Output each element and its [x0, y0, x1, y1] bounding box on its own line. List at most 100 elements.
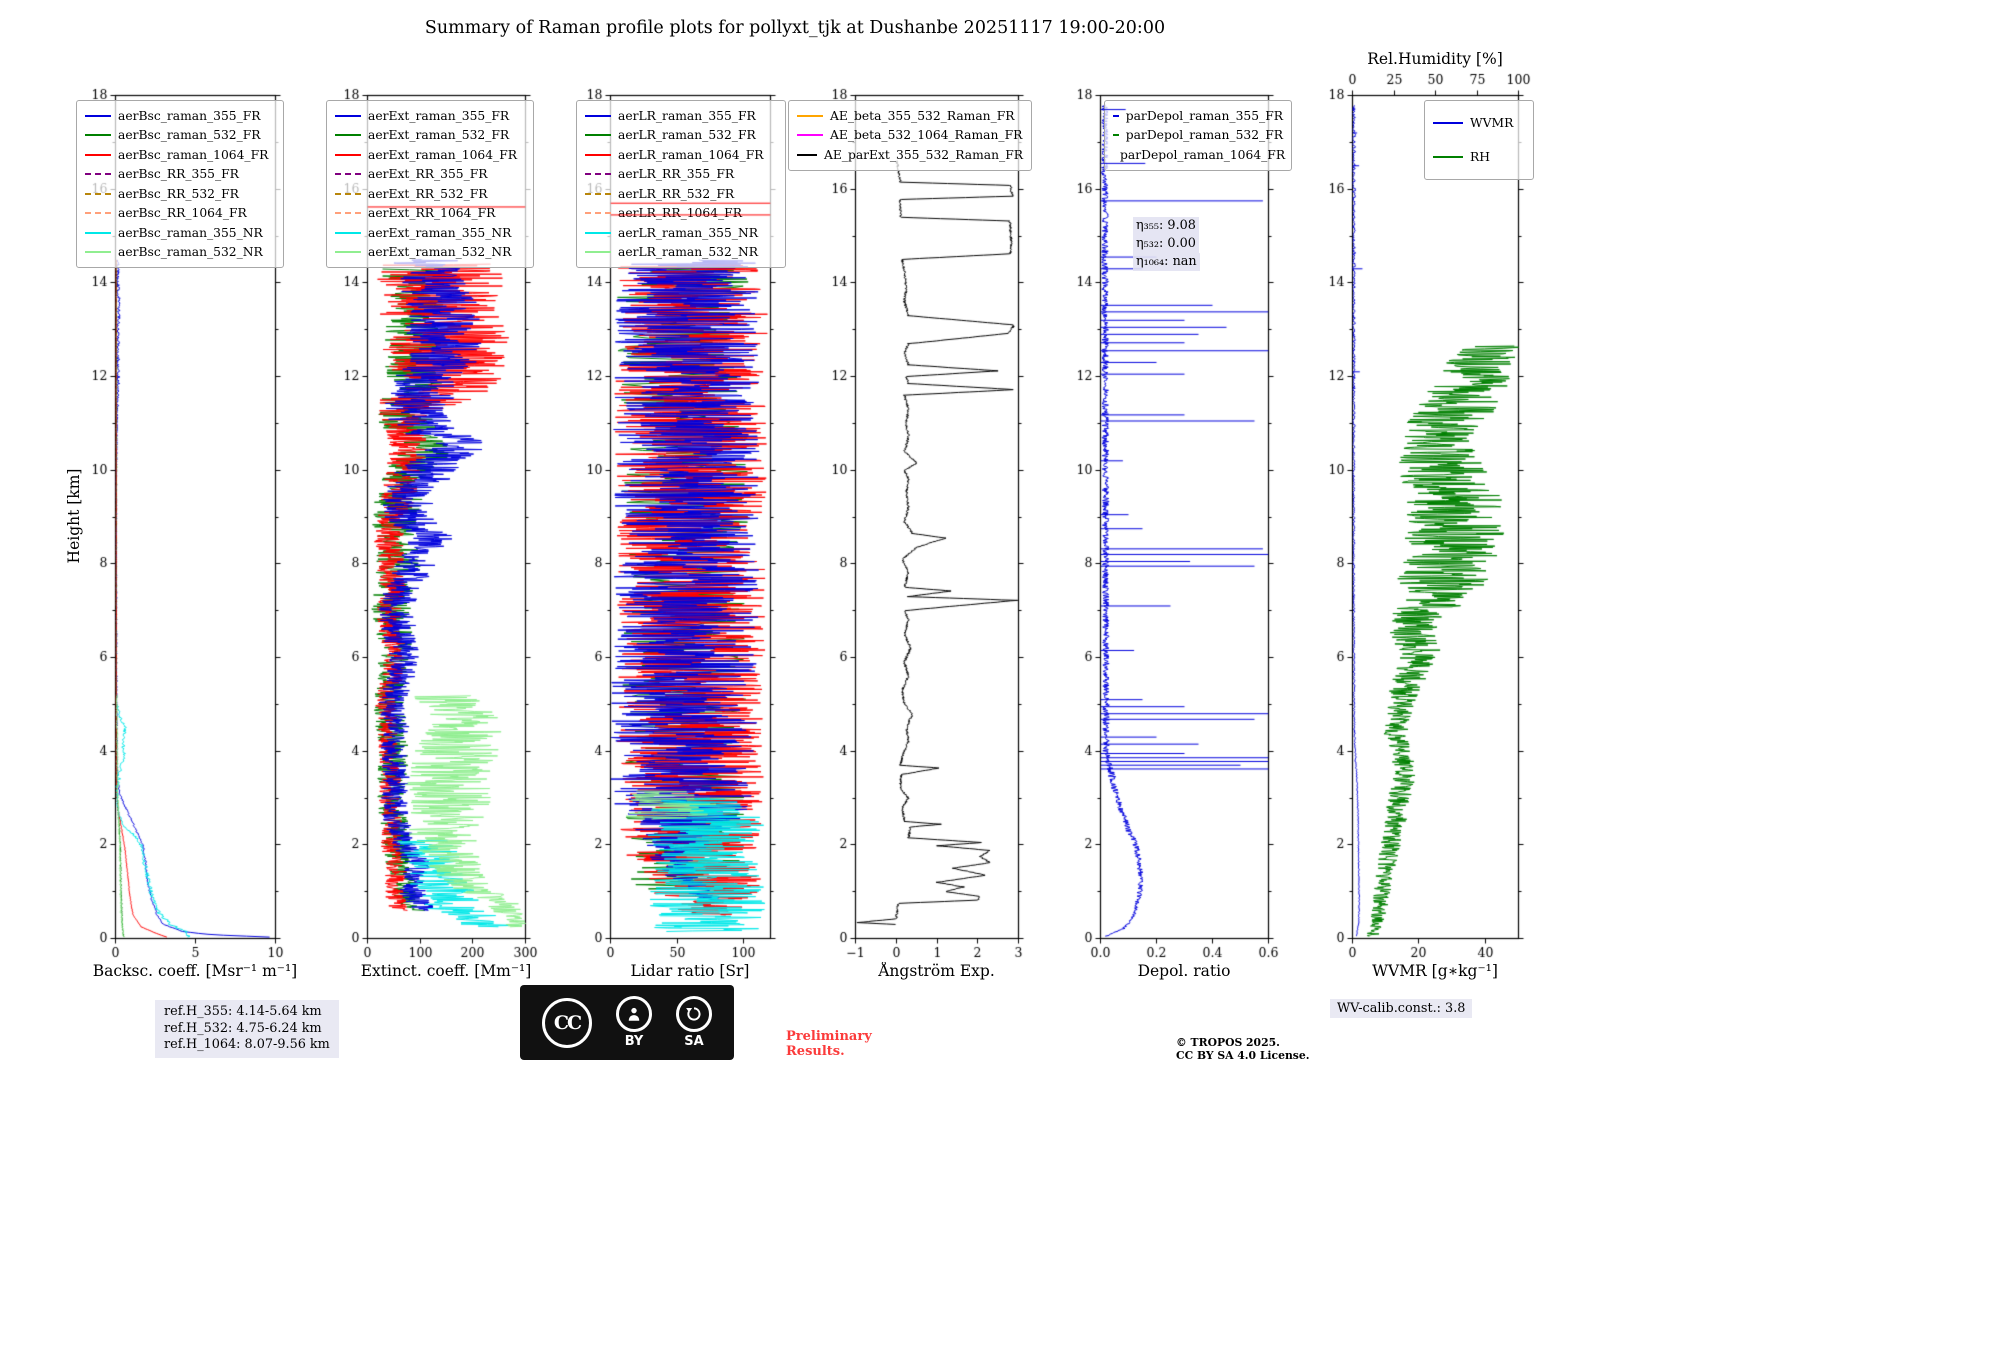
legend-label: aerExt_RR_532_FR — [368, 186, 488, 201]
legend-item: aerExt_raman_1064_FR — [335, 145, 525, 165]
x-axis-label-wvmr_rh: WVMR [g∗kg⁻¹] — [1372, 962, 1498, 980]
legend-item: aerBsc_raman_1064_FR — [85, 145, 275, 165]
legend-line-sample — [1113, 134, 1119, 137]
preliminary-results-note: Preliminary Results. — [786, 1029, 872, 1059]
legend-line-sample — [797, 134, 823, 137]
legend-item: parDepol_raman_1064_FR — [1113, 145, 1286, 165]
legend-line-sample — [335, 251, 361, 254]
legend-label: WVMR — [1470, 116, 1514, 130]
legend-item: aerExt_RR_355_FR — [335, 165, 525, 185]
legend-label: aerLR_raman_355_FR — [618, 108, 756, 123]
legend-item: aerLR_raman_532_FR — [585, 126, 777, 146]
legend-angstroem: AE_beta_355_532_Raman_FR AE_beta_532_1064… — [788, 100, 1032, 171]
legend-label: aerBsc_raman_532_FR — [118, 128, 261, 143]
legend-item: aerLR_RR_355_FR — [585, 165, 777, 185]
legend-item: aerBsc_raman_355_FR — [85, 106, 275, 126]
legend-label: aerExt_raman_355_NR — [368, 225, 512, 240]
top-axis-label-wvmr_rh: Rel.Humidity [%] — [1367, 50, 1503, 68]
legend-line-sample — [797, 153, 817, 156]
legend-depol_ratio: parDepol_raman_355_FR parDepol_raman_532_… — [1104, 100, 1292, 171]
legend-item: aerLR_raman_355_FR — [585, 106, 777, 126]
legend-line-sample — [85, 251, 111, 254]
legend-label: AE_beta_532_1064_Raman_FR — [830, 128, 1023, 143]
legend-line-sample — [585, 173, 611, 176]
legend-label: aerExt_RR_355_FR — [368, 167, 488, 182]
legend-item: aerBsc_raman_532_NR — [85, 243, 275, 263]
legend-line-sample — [85, 153, 111, 156]
legend-line-sample — [585, 153, 611, 156]
legend-label: parDepol_raman_355_FR — [1125, 108, 1283, 123]
legend-item: aerExt_RR_1064_FR — [335, 204, 525, 224]
cc-logo-text: CC — [553, 1011, 582, 1034]
legend-label: aerBsc_raman_1064_FR — [118, 147, 269, 162]
legend-line-sample — [1113, 114, 1119, 117]
legend-label: AE_parExt_355_532_Raman_FR — [823, 147, 1023, 162]
person-icon — [628, 1007, 640, 1021]
legend-label: aerBsc_raman_355_FR — [118, 108, 261, 123]
legend-lidar_ratio: aerLR_raman_355_FR aerLR_raman_532_FR aerL… — [576, 100, 786, 268]
legend-label: parDepol_raman_532_FR — [1125, 128, 1283, 143]
legend-line-sample — [85, 114, 111, 117]
legend-item: AE_parExt_355_532_Raman_FR — [797, 145, 1023, 165]
legend-item: AE_beta_355_532_Raman_FR — [797, 106, 1023, 126]
legend-item: aerExt_raman_355_NR — [335, 223, 525, 243]
legend-item: WVMR — [1433, 106, 1525, 140]
legend-line-sample — [585, 114, 611, 117]
legend-line-sample — [585, 231, 611, 234]
legend-label: aerExt_RR_1064_FR — [368, 206, 496, 221]
cc-logo-icon: CC — [542, 997, 592, 1048]
legend-item: parDepol_raman_355_FR — [1113, 106, 1283, 126]
reference-heights-note: ref.H_355: 4.14-5.64 km ref.H_532: 4.75-… — [155, 1000, 339, 1058]
legend-line-sample — [335, 114, 361, 117]
legend-item: aerBsc_raman_532_FR — [85, 126, 275, 146]
cc-by-person-icon — [616, 996, 652, 1032]
legend-item: AE_beta_532_1064_Raman_FR — [797, 126, 1023, 146]
legend-line-sample — [797, 114, 823, 117]
legend-label: aerLR_raman_532_FR — [618, 128, 756, 143]
legend-item: aerBsc_raman_355_NR — [85, 223, 275, 243]
legend-line-sample — [335, 231, 361, 234]
eta-1064-value: η₁₀₆₄: nan — [1133, 253, 1200, 271]
eta-355-value: η₃₅₅: 9.08 — [1133, 217, 1199, 235]
legend-label: aerBsc_RR_355_FR — [118, 167, 239, 182]
legend-label: aerBsc_RR_532_FR — [118, 186, 239, 201]
legend-label: aerBsc_RR_1064_FR — [118, 206, 247, 221]
legend-item: aerLR_raman_1064_FR — [585, 145, 777, 165]
legend-label: aerLR_RR_355_FR — [618, 167, 735, 182]
cc-sa-label: SA — [684, 1034, 704, 1049]
legend-label: aerExt_raman_1064_FR — [368, 147, 517, 162]
figure-title: Summary of Raman profile plots for polly… — [424, 18, 1166, 38]
legend-line-sample — [585, 251, 611, 254]
legend-label: AE_beta_355_532_Raman_FR — [830, 108, 1015, 123]
legend-item: aerBsc_RR_532_FR — [85, 184, 275, 204]
legend-item: RH — [1433, 140, 1525, 174]
legend-label: aerLR_raman_355_NR — [618, 225, 758, 240]
legend-line-sample — [585, 134, 611, 137]
legend-line-sample — [335, 192, 361, 195]
legend-item: aerExt_raman_532_NR — [335, 243, 525, 263]
legend-item: aerExt_RR_532_FR — [335, 184, 525, 204]
legend-line-sample — [85, 212, 111, 215]
depol-calibration-eta-annotation: η₃₅₅: 9.08 η₅₃₂: 0.00 η₁₀₆₄: nan — [1133, 217, 1200, 271]
legend-line-sample — [85, 231, 111, 234]
legend-line-sample — [1433, 122, 1463, 124]
legend-item: aerBsc_RR_355_FR — [85, 165, 275, 185]
cc-by-label: BY — [624, 1034, 644, 1049]
legend-label: aerExt_raman_355_FR — [368, 108, 510, 123]
legend-label: aerLR_raman_532_NR — [618, 245, 758, 260]
legend-item: aerLR_RR_532_FR — [585, 184, 777, 204]
y-axis-label: Height [km] — [65, 468, 83, 564]
legend-extinction: aerExt_raman_355_FR aerExt_raman_532_FR ae… — [326, 100, 534, 268]
legend-label: RH — [1470, 150, 1490, 164]
legend-label: aerLR_RR_1064_FR — [618, 206, 742, 221]
legend-line-sample — [335, 173, 361, 176]
legend-item: aerLR_raman_532_NR — [585, 243, 777, 263]
share-alike-icon — [686, 1007, 701, 1021]
legend-line-sample — [585, 192, 611, 195]
legend-label: parDepol_raman_1064_FR — [1120, 147, 1286, 162]
legend-label: aerBsc_raman_532_NR — [118, 245, 263, 260]
wv-calibration-note: WV-calib.const.: 3.8 — [1330, 999, 1473, 1018]
eta-532-value: η₅₃₂: 0.00 — [1133, 235, 1199, 253]
